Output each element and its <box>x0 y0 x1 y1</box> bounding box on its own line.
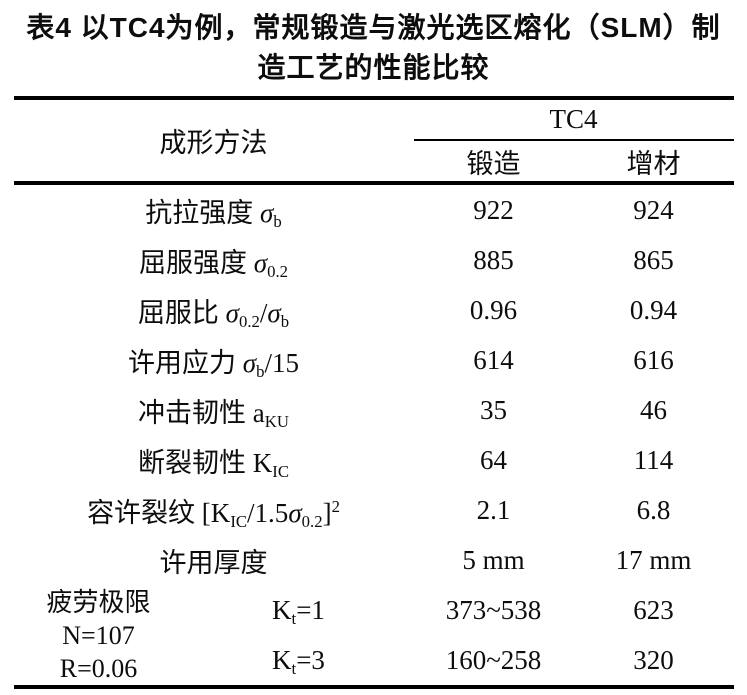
table-row-fracture-toughness: 断裂韧性 KIC 64 114 <box>14 435 734 485</box>
table-row-impact-toughness: 冲击韧性 aKU 35 46 <box>14 385 734 435</box>
additive-value: 0.94 <box>629 294 678 325</box>
additive-value: 46 <box>640 394 667 425</box>
forging-value: 0.96 <box>469 294 518 325</box>
table-header: 成形方法 TC4 锻造 增材 <box>14 100 734 181</box>
header-col-forging: 锻造 <box>466 148 521 179</box>
fatigue-desc-line: R=0.06 <box>59 653 138 683</box>
row-label: 屈服强度 σ0.2 <box>139 247 288 281</box>
table-body: 抗拉强度 σb 922 924 屈服强度 σ0.2 885 865 屈服比 σ0… <box>14 185 734 685</box>
forging-value: 35 <box>480 394 507 425</box>
forging-value: 614 <box>473 344 514 375</box>
kt1-label: Kt=1 <box>272 594 325 628</box>
forging-value: 160~258 <box>445 644 542 675</box>
table-row-yield-ratio: 屈服比 σ0.2/σb 0.96 0.94 <box>14 285 734 335</box>
row-label: 断裂韧性 KIC <box>138 447 289 481</box>
row-label: 抗拉强度 σb <box>145 197 282 231</box>
comparison-table: 成形方法 TC4 锻造 增材 抗拉强度 σb 922 924 屈服强度 σ0.2… <box>13 96 734 689</box>
fatigue-desc-line: N=107 <box>62 620 135 650</box>
additive-value: 623 <box>633 594 674 625</box>
forging-value: 922 <box>473 194 514 225</box>
additive-value: 865 <box>633 244 674 275</box>
row-label: 屈服比 σ0.2/σb <box>137 297 290 331</box>
header-rule <box>13 181 734 185</box>
forging-value: 64 <box>480 444 507 475</box>
table-caption-line-1: 表4 以TC4为例，常规锻造与激光选区熔化（SLM）制 <box>26 12 721 43</box>
table-row-yield-strength: 屈服强度 σ0.2 885 865 <box>14 235 734 285</box>
forging-value: 5 mm <box>462 544 525 575</box>
additive-value: 6.8 <box>636 494 671 525</box>
tc4-spanner-rule <box>413 139 734 141</box>
table-row-tensile-strength: 抗拉强度 σb 922 924 <box>14 185 734 235</box>
fatigue-desc-line: 疲劳极限 <box>46 587 151 617</box>
forging-value: 373~538 <box>445 594 542 625</box>
header-group-tc4: TC4 锻造 增材 <box>413 100 734 181</box>
table-row-allowable-stress: 许用应力 σb/15 614 616 <box>14 335 734 385</box>
fatigue-limit-description: 疲劳极限 N=107 R=0.06 <box>14 585 184 685</box>
row-label: 容许裂纹 [KIC/1.5σ0.2]2 <box>87 497 340 531</box>
forging-value: 885 <box>473 244 514 275</box>
table-row-fatigue-limit: 疲劳极限 N=107 R=0.06 Kt=1 373~538 623 Kt=3 … <box>14 585 734 685</box>
row-label: 许用厚度 <box>159 547 268 578</box>
top-rule <box>13 96 734 100</box>
additive-value: 320 <box>633 644 674 675</box>
table-row-allowable-crack: 容许裂纹 [KIC/1.5σ0.2]2 2.1 6.8 <box>14 485 734 535</box>
header-forming-method: 成形方法 <box>159 128 268 158</box>
table-caption-line-2: 造工艺的性能比较 <box>257 52 490 83</box>
additive-value: 924 <box>633 194 674 225</box>
header-tc4-label: TC4 <box>549 104 598 134</box>
table-caption: 表4 以TC4为例，常规锻造与激光选区熔化（SLM）制 造工艺的性能比较 <box>0 0 747 88</box>
bottom-rule <box>13 685 734 689</box>
additive-value: 114 <box>633 444 674 475</box>
additive-value: 616 <box>633 344 674 375</box>
row-label: 冲击韧性 aKU <box>138 397 289 431</box>
row-label: 许用应力 σb/15 <box>128 347 299 381</box>
forging-value: 2.1 <box>476 494 511 525</box>
table-row-allowable-thickness: 许用厚度 5 mm 17 mm <box>14 535 734 585</box>
additive-value: 17 mm <box>615 544 692 575</box>
kt3-label: Kt=3 <box>272 644 325 678</box>
header-col-additive: 增材 <box>626 148 681 179</box>
